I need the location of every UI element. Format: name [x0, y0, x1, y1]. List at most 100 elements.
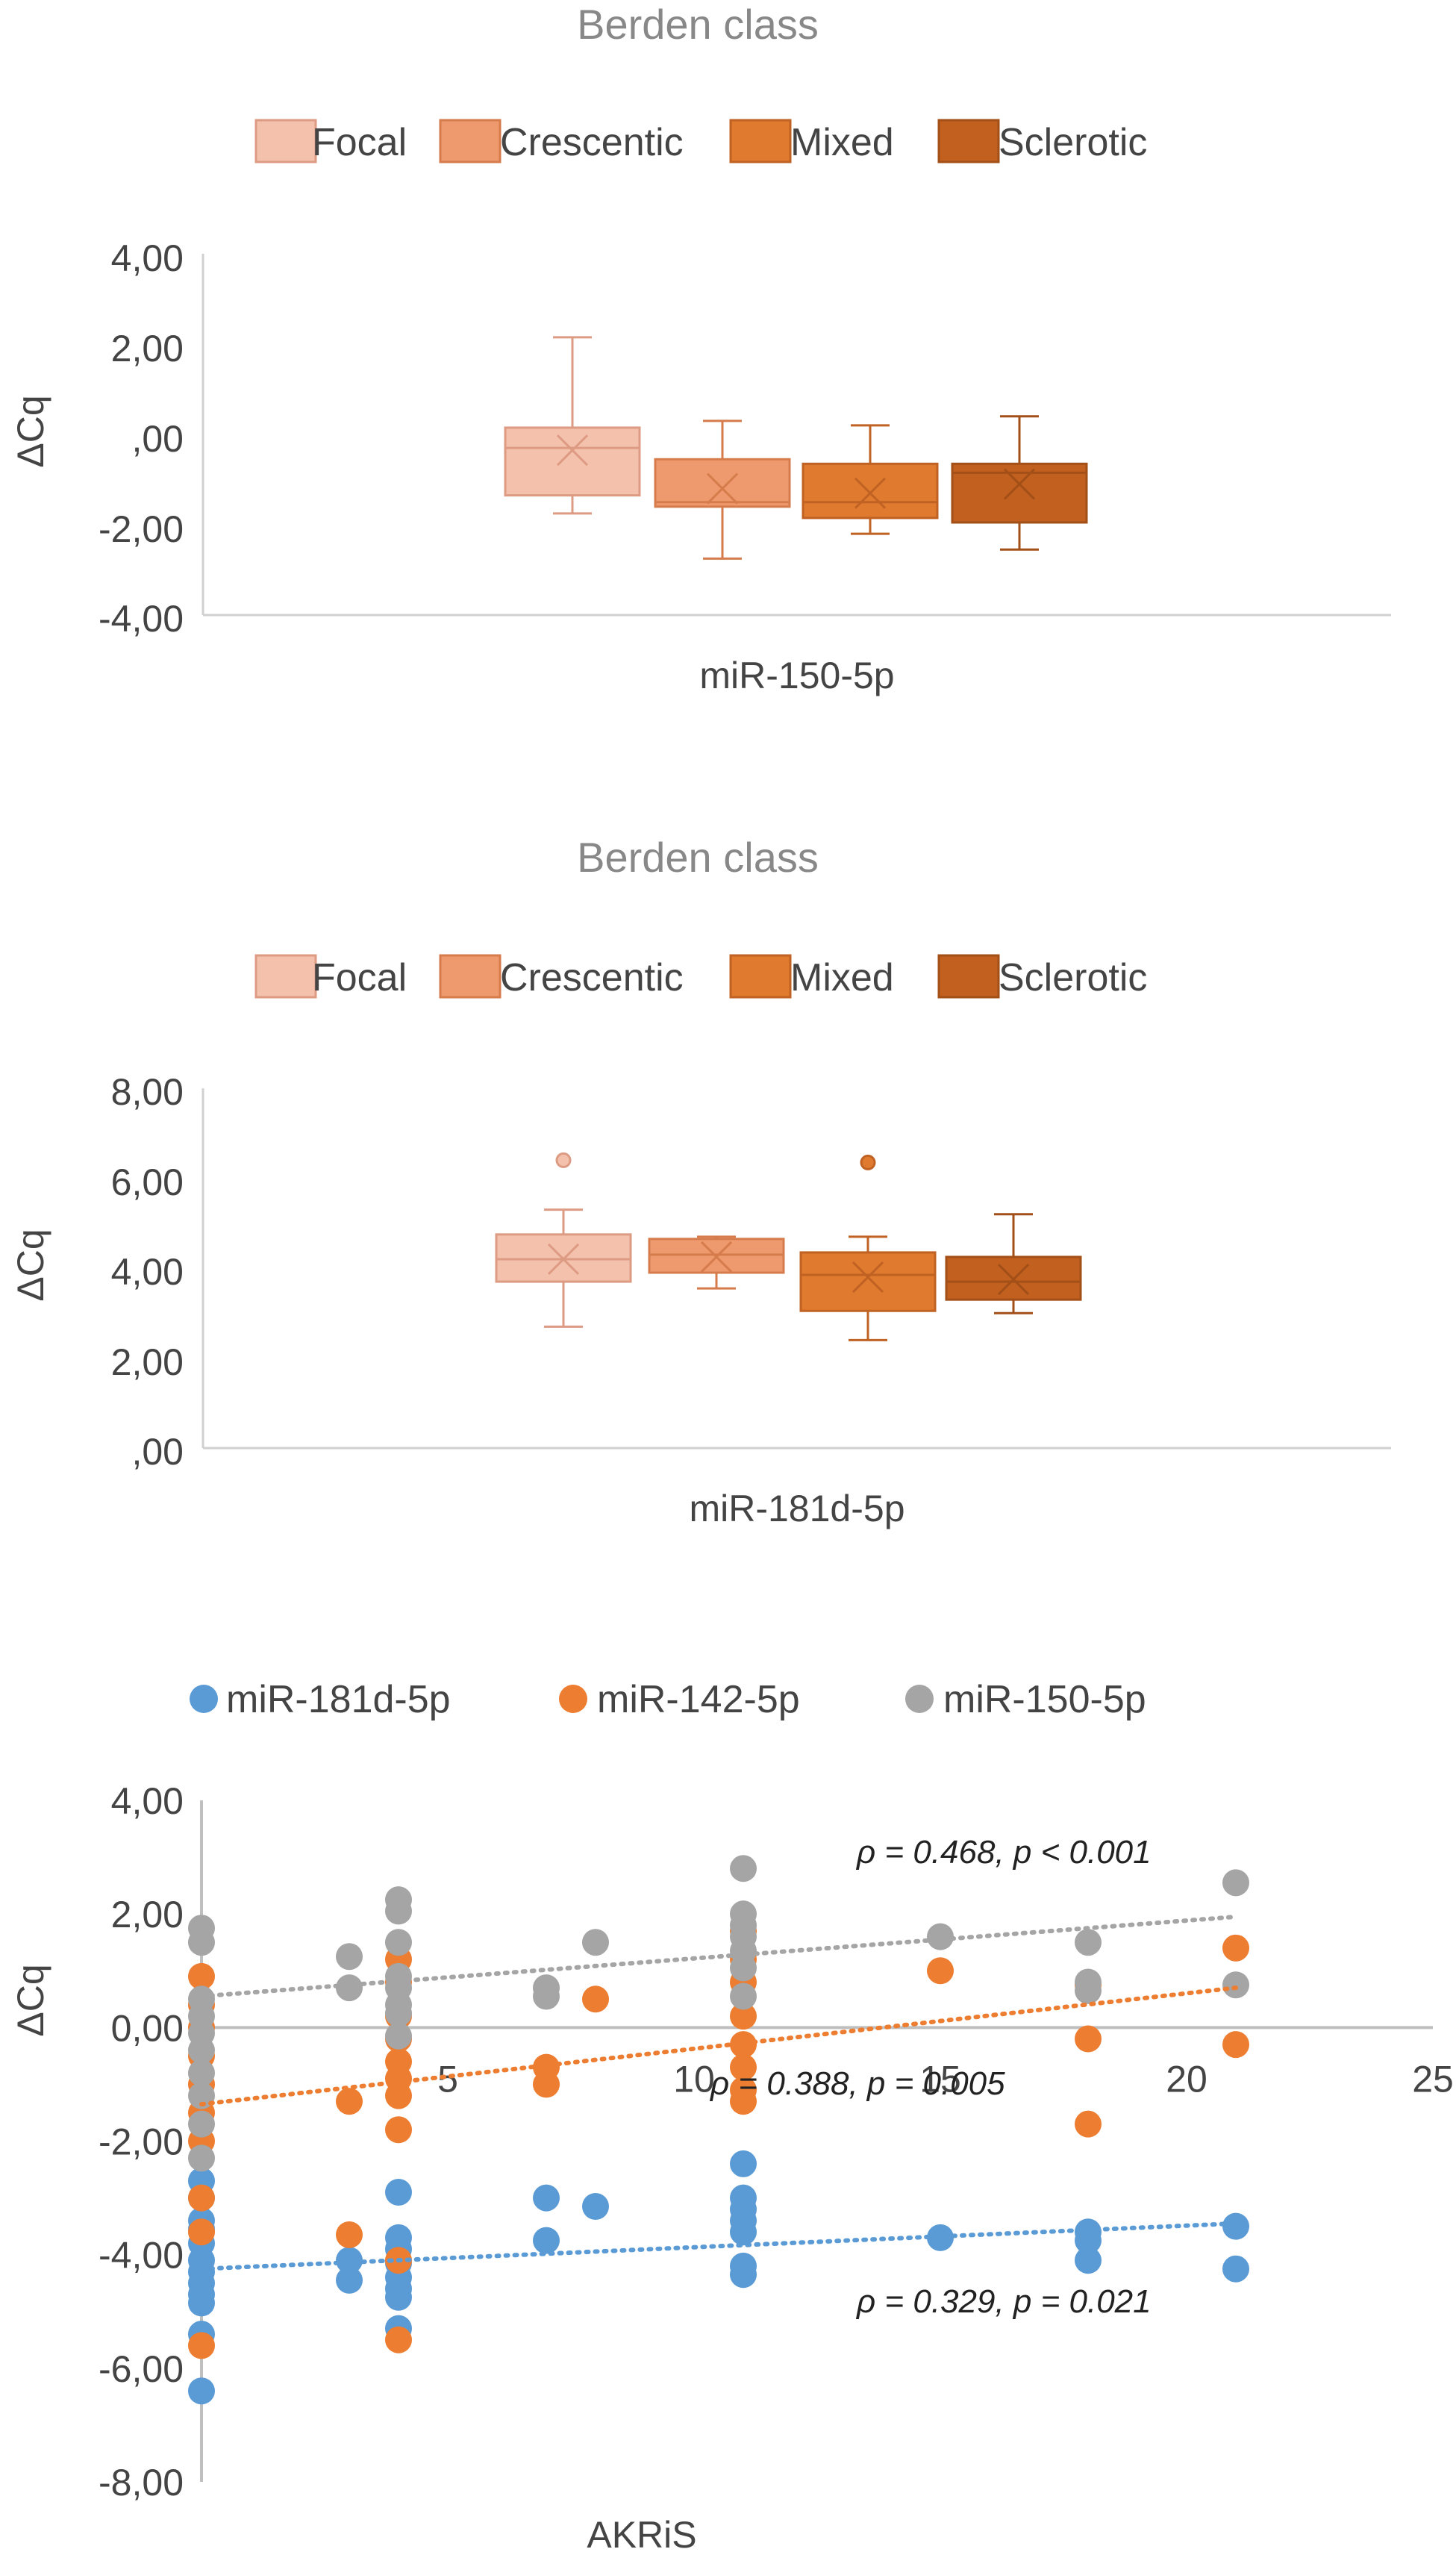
- chart2-title: Berden class: [577, 834, 819, 881]
- scatter-legend-marker-mir142: [559, 1685, 587, 1713]
- data-point: [533, 2227, 560, 2254]
- data-point: [927, 1957, 954, 1985]
- data-point: [188, 2332, 215, 2359]
- box-focal: [504, 336, 641, 515]
- chart1-legend: Focal Crescentic Mixed Sclerotic: [254, 119, 1147, 164]
- data-point: [533, 2184, 560, 2212]
- scatter-ytick-label: -6,00: [99, 2348, 184, 2390]
- chart1-boxes: [504, 336, 1088, 560]
- data-point: [1222, 1971, 1249, 1999]
- annotation-mir150: ρ = 0.468, p < 0.001: [855, 1834, 1152, 1871]
- data-point: [533, 2071, 560, 2098]
- data-point: [582, 2192, 609, 2220]
- chart1-legend-crescentic: Crescentic: [500, 121, 684, 164]
- data-point: [385, 2326, 412, 2353]
- chart2-legend-swatch-mixed: [729, 954, 792, 999]
- scatter-xtick-label: 10: [673, 2058, 715, 2100]
- chart2-y-axis-label: ΔCq: [10, 1229, 51, 1301]
- iqr-box: [648, 1238, 785, 1274]
- data-point: [188, 2184, 215, 2212]
- scatter-chart: miR-181d-5p miR-142-5p miR-150-5p 4,00 2,…: [10, 1678, 1454, 2555]
- scatter-y-axis-label: ΔCq: [10, 1964, 51, 2036]
- box-mixed: [802, 424, 939, 535]
- data-point: [336, 1943, 363, 1971]
- chart2-ytick-label: 2,00: [111, 1341, 184, 1383]
- data-point: [188, 2059, 215, 2087]
- data-point: [533, 1982, 560, 2010]
- mean-marker: [556, 434, 589, 467]
- chart1-ytick-label: ,00: [131, 418, 184, 460]
- trendline-mir-142-5p: [199, 1985, 1238, 2107]
- data-point: [336, 1974, 363, 2002]
- chart1-legend-mixed: Mixed: [790, 121, 894, 164]
- data-point: [336, 2088, 363, 2115]
- mean-marker: [1003, 468, 1036, 500]
- data-point: [730, 2053, 757, 2081]
- box-crescentic: [648, 1235, 785, 1290]
- data-point: [188, 2218, 215, 2246]
- data-point: [730, 2218, 757, 2246]
- data-point: [385, 2082, 412, 2109]
- series-mir-181d-5p: [188, 2150, 1249, 2405]
- data-point: [1222, 2212, 1249, 2240]
- scatter-legend-marker-mir181d: [190, 1685, 218, 1713]
- data-point: [730, 1954, 757, 1982]
- chart2-ytick-label: 4,00: [111, 1251, 184, 1293]
- data-point: [730, 1855, 757, 1882]
- chart1-ytick-label: 4,00: [111, 237, 184, 279]
- chart1-x-category-label: miR-150-5p: [699, 655, 894, 696]
- annotation-mir181d: ρ = 0.329, p = 0.021: [855, 2283, 1152, 2320]
- chart1-ytick-label: -4,00: [99, 598, 184, 640]
- chart2-y-ticks: 8,00 6,00 4,00 2,00 ,00: [111, 1071, 184, 1473]
- scatter-xtick-label: 20: [1166, 2058, 1207, 2100]
- scatter-ytick-label: 2,00: [111, 1894, 184, 1935]
- chart2-legend-mixed: Mixed: [790, 956, 894, 999]
- chart1-legend-swatch-crescentic: [439, 119, 502, 163]
- chart1-ytick-label: 2,00: [111, 328, 184, 369]
- data-point: [927, 2224, 954, 2251]
- mean-marker: [706, 472, 739, 505]
- data-point: [336, 2247, 363, 2274]
- data-point: [1222, 1869, 1249, 1897]
- data-point: [188, 2377, 215, 2405]
- chart1-legend-swatch-mixed: [729, 119, 792, 163]
- scatter-axes: 4,002,000,00-2,00-4,00-6,00-8,0005101520…: [99, 1780, 1454, 2503]
- mean-marker: [854, 477, 887, 509]
- chart2-legend-crescentic: Crescentic: [500, 956, 684, 999]
- outlier-point: [860, 1154, 876, 1170]
- data-point: [1075, 2025, 1102, 2053]
- data-point: [1075, 2247, 1102, 2274]
- chart2-legend-swatch-crescentic: [439, 954, 502, 999]
- data-point: [1075, 1977, 1102, 2004]
- data-point: [730, 2150, 757, 2177]
- chart1-y-axis-label: ΔCq: [10, 395, 51, 467]
- data-point: [1075, 1929, 1102, 1956]
- data-point: [188, 2036, 215, 2064]
- chart1-legend-focal: Focal: [312, 121, 407, 164]
- iqr-box: [504, 426, 641, 497]
- iqr-box: [802, 462, 939, 520]
- scatter-xtick-label: 15: [919, 2058, 961, 2100]
- data-point: [730, 2261, 757, 2289]
- chart2-legend-swatch-focal: [254, 954, 317, 999]
- data-point: [582, 1985, 609, 2013]
- data-point: [188, 1962, 215, 1990]
- data-point: [730, 2088, 757, 2115]
- outlier-point: [555, 1152, 572, 1168]
- data-point: [1222, 2255, 1249, 2283]
- data-point: [188, 2289, 215, 2317]
- data-point: [385, 1897, 412, 1925]
- data-point: [188, 1929, 215, 1956]
- iqr-box: [654, 458, 791, 508]
- box-sclerotic: [951, 415, 1088, 551]
- boxplot-chart-1: Berden class Focal Crescentic Mixed Scle…: [10, 1, 1391, 696]
- scatter-legend-marker-mir150: [905, 1685, 934, 1713]
- trendline-mir-150-5p: [199, 1914, 1238, 1999]
- data-point: [385, 1929, 412, 1956]
- chart2-legend-focal: Focal: [312, 956, 407, 999]
- chart2-ytick-label: 6,00: [111, 1161, 184, 1203]
- data-point: [188, 2144, 215, 2172]
- mean-marker: [997, 1264, 1030, 1296]
- chart2-legend: Focal Crescentic Mixed Sclerotic: [254, 954, 1147, 999]
- data-point: [385, 2283, 412, 2311]
